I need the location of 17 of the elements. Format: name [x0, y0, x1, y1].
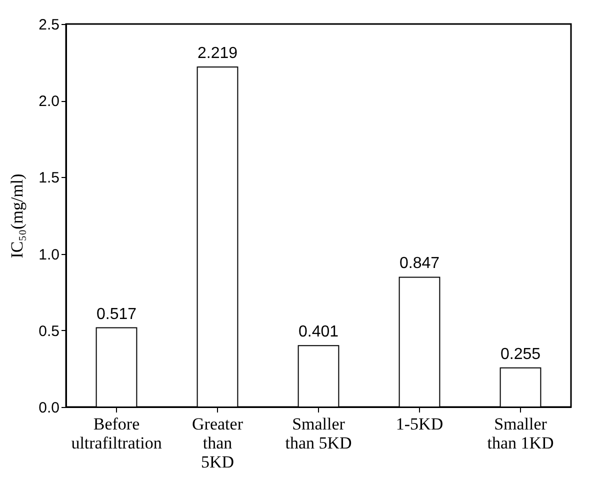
x-tick-label: 1-5KD	[396, 414, 444, 434]
data-label: 0.255	[500, 346, 541, 363]
y-tick-label: 0.0	[38, 400, 60, 416]
data-label: 0.847	[399, 255, 440, 272]
y-tick-label: 2.0	[38, 93, 60, 110]
y-axis-title: IC₅₀(mg/ml)	[8, 174, 27, 258]
data-label: 0.517	[96, 306, 137, 323]
x-tick-label: Smaller than 1KD	[487, 414, 554, 452]
y-tick-label: 2.5	[38, 16, 60, 34]
y-tick-label: 1.5	[38, 170, 60, 187]
y-tick-label: 0.5	[38, 322, 60, 340]
x-tick-label: Before ultrafiltration	[71, 414, 162, 452]
data-label: 2.219	[197, 45, 238, 62]
y-tick-label: 1.0	[38, 246, 60, 264]
x-tick-label: Smaller than 5KD	[285, 414, 352, 452]
data-label: 0.401	[298, 324, 339, 341]
x-tick-label: Greater than 5KD	[192, 414, 244, 472]
